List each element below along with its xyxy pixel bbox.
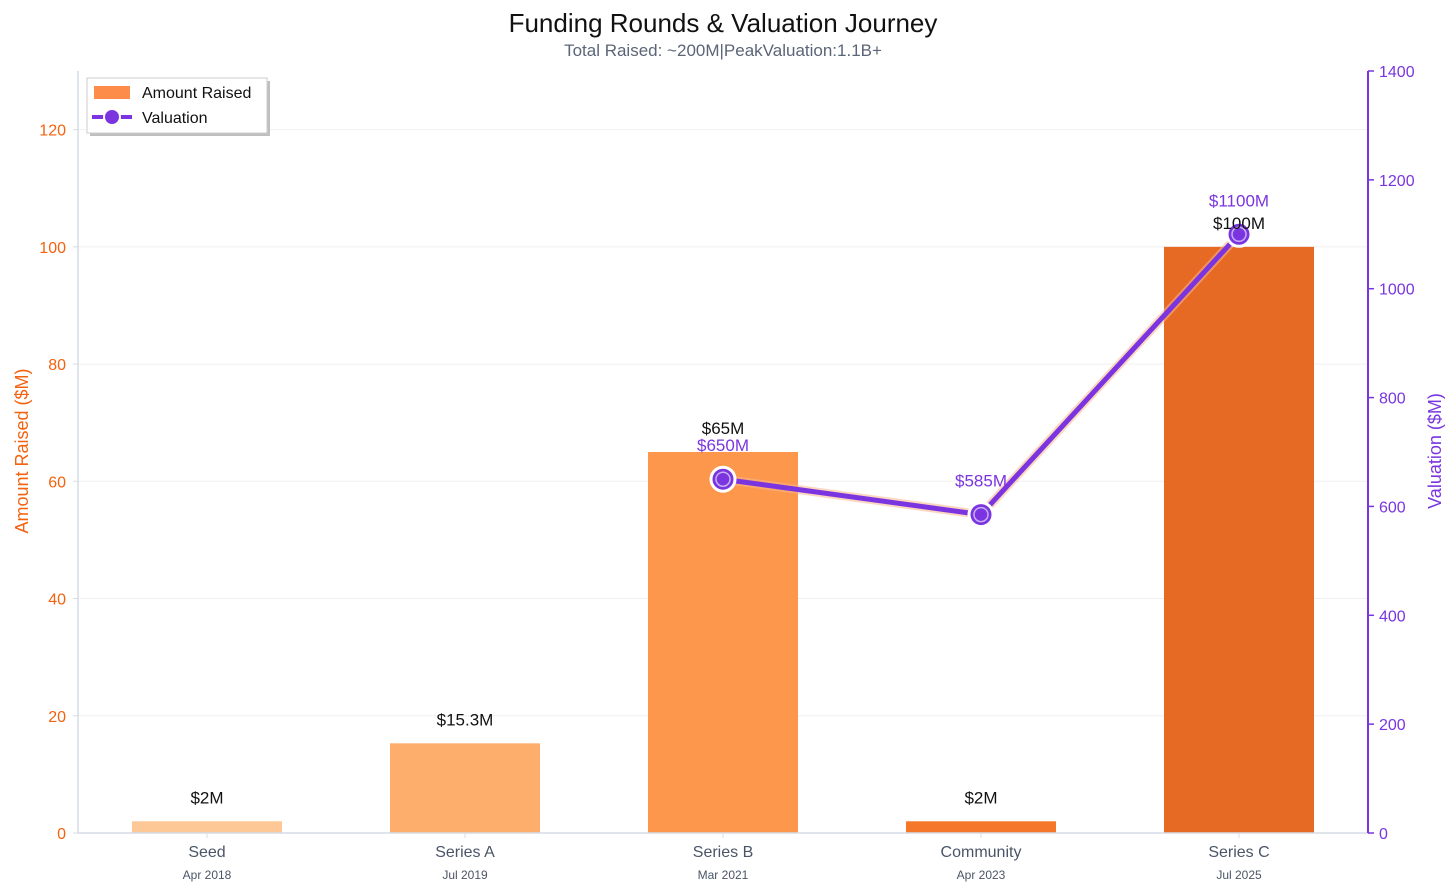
y2-tick-label: 400: [1379, 608, 1406, 625]
valuation-value-label: $650M: [697, 436, 749, 455]
x-date-label: Apr 2023: [957, 868, 1006, 882]
y-tick-label: 100: [39, 240, 66, 257]
y-tick-label: 20: [48, 709, 66, 726]
y2-tick-label: 1400: [1379, 64, 1415, 81]
data-labels: $2M $15.3M $65M $2M $100M: [190, 214, 1265, 807]
valuation-value-label: $1100M: [1209, 191, 1269, 210]
valuation-line: $650M $585M $1100M: [697, 191, 1269, 529]
y2-tick-label: 0: [1379, 826, 1388, 843]
y2-tick-label: 1200: [1379, 173, 1415, 190]
bar: [1164, 246, 1314, 833]
legend-bar-label: Amount Raised: [142, 85, 251, 102]
y2-tick-label: 1000: [1379, 282, 1415, 299]
x-tick-label: Series A: [435, 844, 495, 861]
y2-tick-label: 200: [1379, 717, 1406, 734]
valuation-point: [709, 465, 737, 493]
x-date-label: Jul 2025: [1216, 868, 1262, 882]
y-tick-label: 0: [57, 826, 66, 843]
y-tick-label: 80: [48, 357, 66, 374]
bar-value-label: $15.3M: [437, 710, 494, 729]
chart-subtitle: Total Raised: ~200M|PeakValuation:1.1B+: [564, 41, 882, 60]
valuation-point: [967, 501, 995, 529]
y-tick-label: 120: [39, 123, 66, 140]
bar: [648, 452, 798, 833]
x-date-label: Jul 2019: [442, 868, 488, 882]
legend: Amount Raised Valuation: [86, 77, 270, 136]
y2-axis-title: Valuation ($M): [1425, 393, 1445, 509]
y-tick-label: 40: [48, 592, 66, 609]
valuation-point-ring: [715, 471, 731, 487]
y-axis-title: Amount Raised ($M): [12, 368, 32, 533]
bar-value-label: $100M: [1213, 214, 1265, 233]
x-tick-label: Seed: [188, 844, 225, 861]
x-tick-label: Series B: [693, 844, 753, 861]
legend-line-label: Valuation: [142, 110, 208, 127]
legend-line-marker: [103, 108, 121, 126]
x-date-label: Apr 2018: [183, 868, 232, 882]
bar: [132, 821, 282, 833]
chart-title: Funding Rounds & Valuation Journey: [509, 8, 938, 38]
y-tick-label: 60: [48, 474, 66, 491]
bar-value-label: $65M: [702, 419, 745, 438]
valuation-point: [1225, 220, 1253, 248]
x-tick-label: Series C: [1208, 844, 1269, 861]
x-date-label: Mar 2021: [698, 868, 749, 882]
y2-tick-label: 600: [1379, 499, 1406, 516]
valuation-value-label: $585M: [955, 472, 1007, 491]
legend-bar-swatch: [94, 86, 130, 99]
bar-value-label: $2M: [964, 788, 997, 807]
bars: [132, 246, 1314, 833]
valuation-point-ring: [1231, 226, 1247, 243]
valuation-point-ring: [973, 506, 989, 523]
axes: 0204060801001200200400600800100012001400…: [39, 64, 1414, 882]
y2-tick-label: 800: [1379, 391, 1406, 408]
bar-value-label: $2M: [190, 788, 223, 807]
bar: [390, 743, 540, 833]
bar: [906, 821, 1056, 833]
x-tick-label: Community: [941, 844, 1022, 861]
